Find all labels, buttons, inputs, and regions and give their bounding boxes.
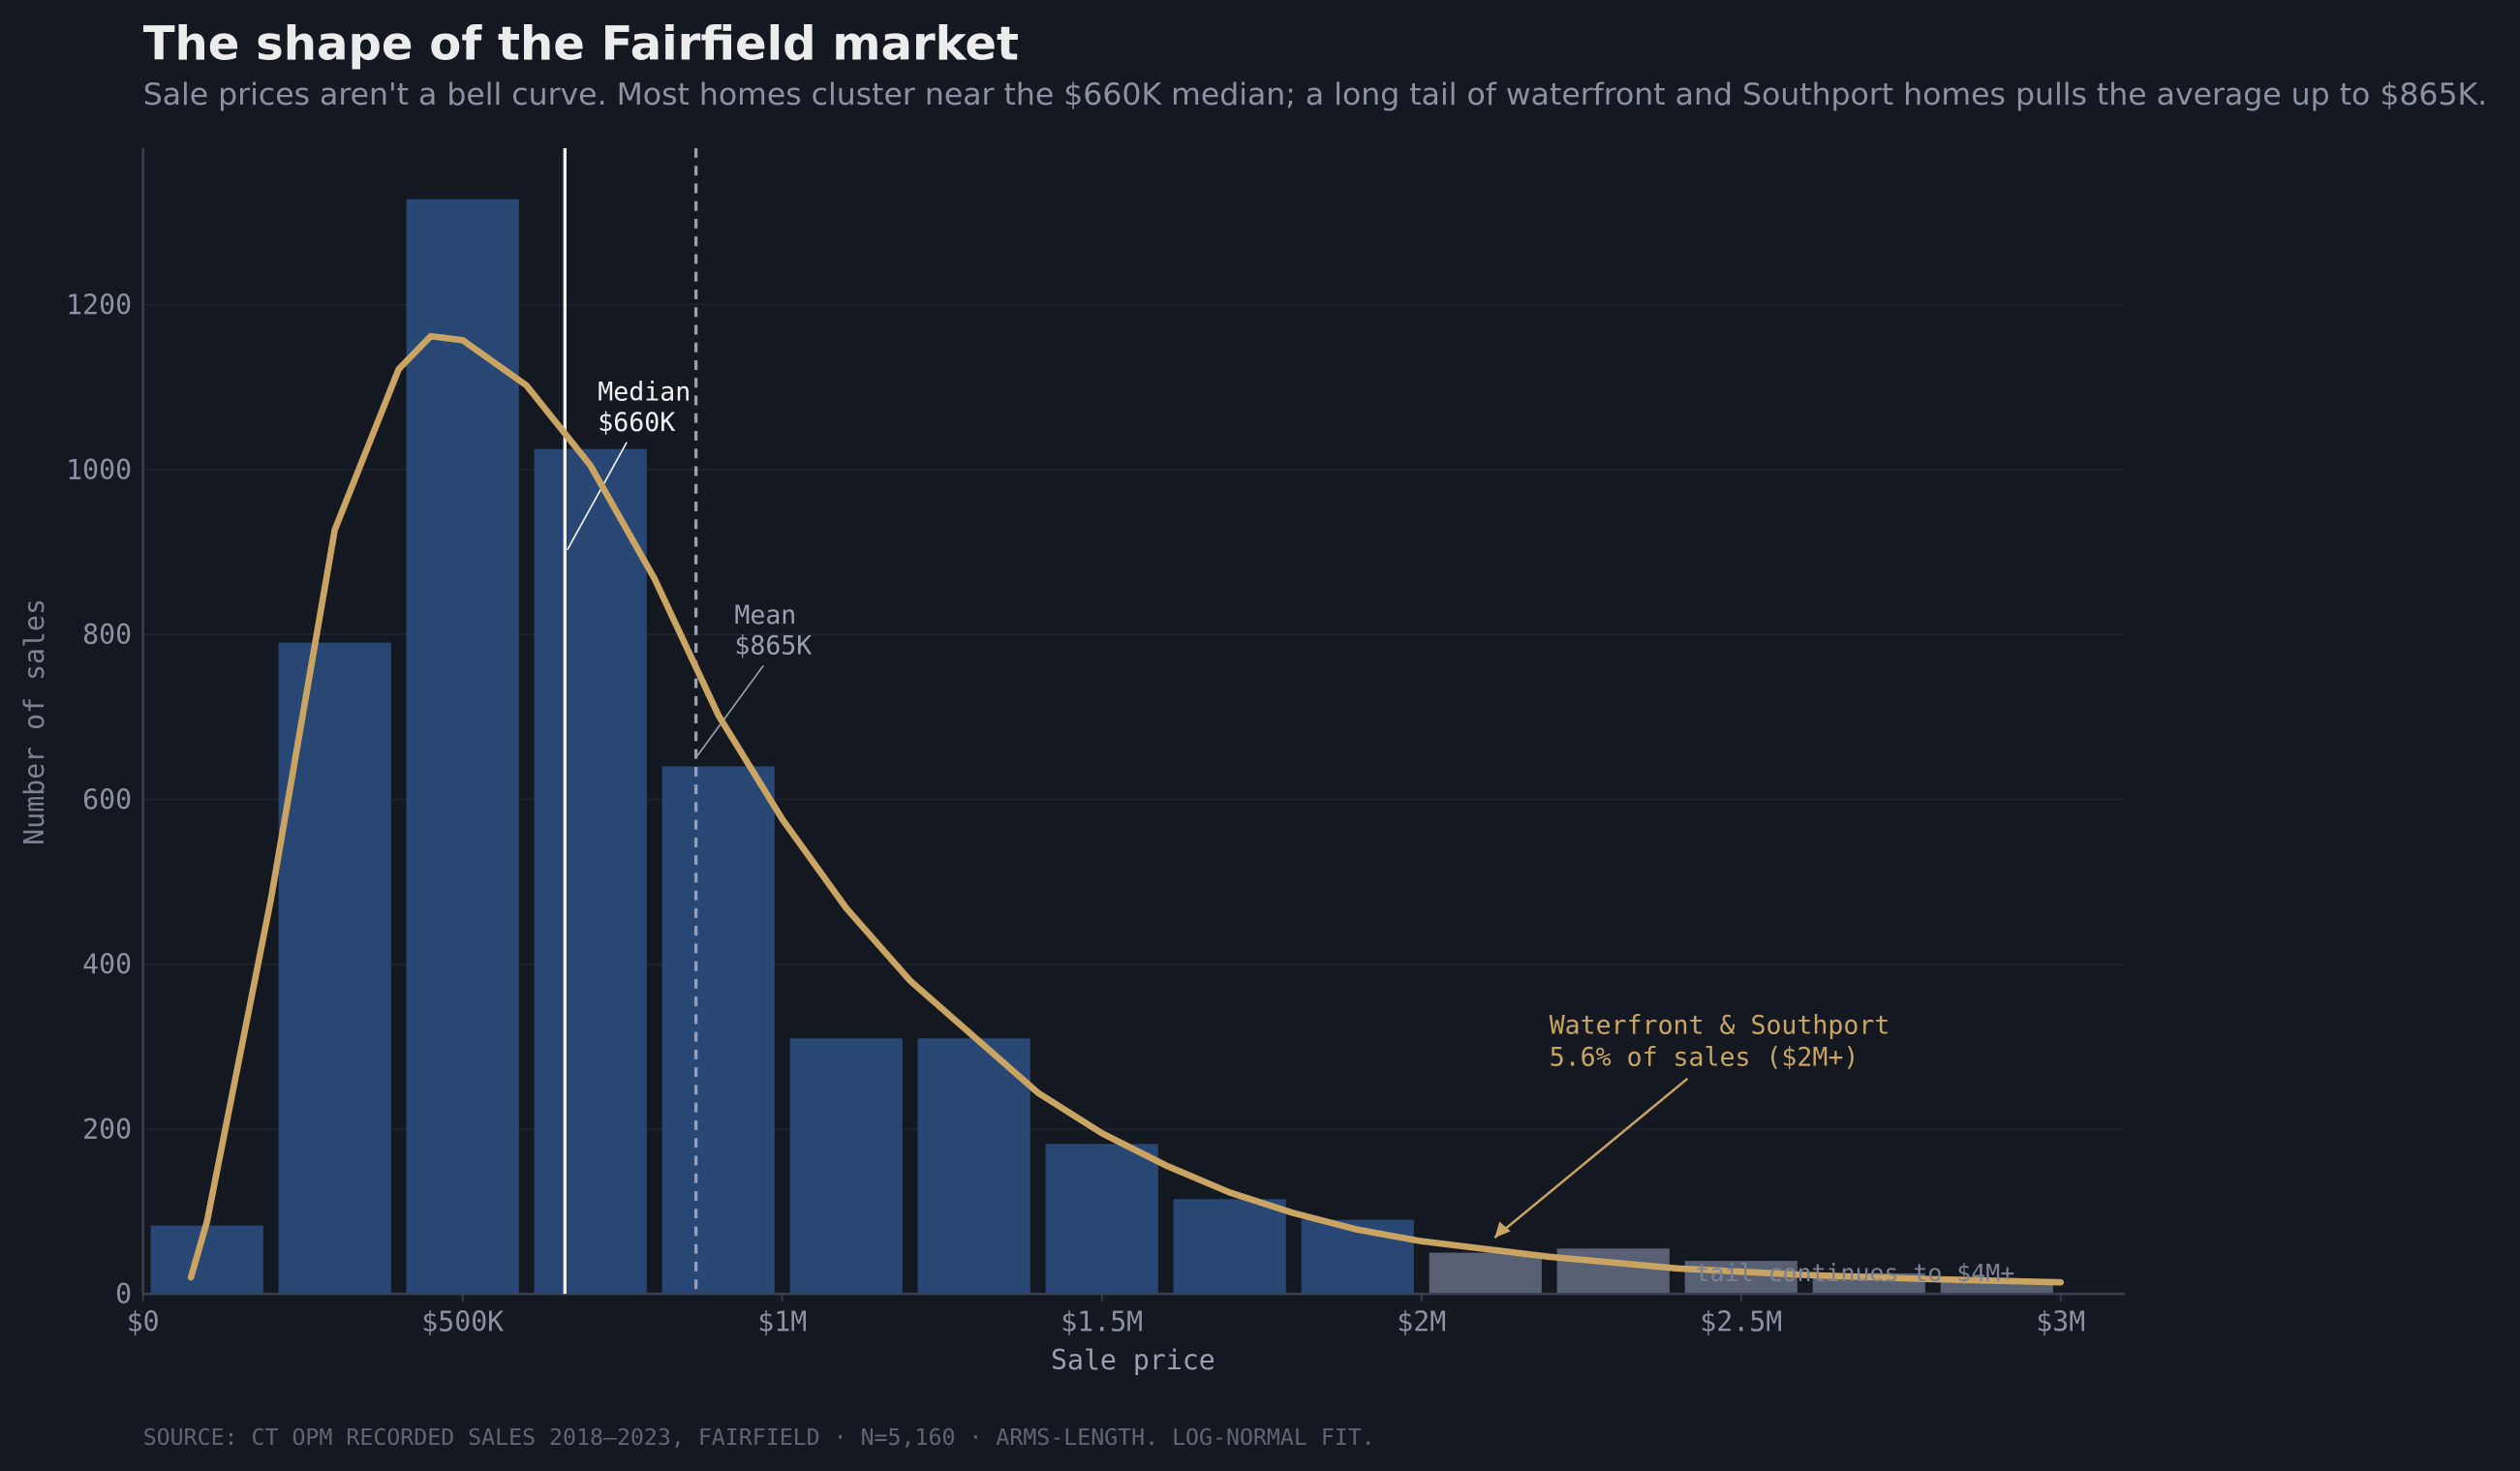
bar [150, 1225, 263, 1295]
median-leader [567, 442, 628, 551]
annotation: 5.6% of sales ($2M+) [1550, 1043, 1859, 1073]
annotation: tail continues to $4M+ [1696, 1259, 2014, 1287]
mean-leader [696, 664, 764, 756]
source-note: SOURCE: CT OPM RECORDED SALES 2018–2023,… [143, 1425, 1375, 1451]
y-tick-label: 200 [82, 1114, 132, 1146]
y-tick-label: 0 [115, 1278, 132, 1310]
bar [1045, 1144, 1158, 1295]
median-label: Median [598, 378, 691, 408]
x-axis-label: Sale price [1051, 1344, 1215, 1376]
x-tick-label: $1.5M [1060, 1305, 1143, 1337]
x-tick-label: $0 [127, 1305, 160, 1337]
y-tick-label: 1200 [66, 290, 132, 322]
y-tick-label: 400 [82, 949, 132, 981]
bar [1173, 1199, 1286, 1295]
arrow-head [1494, 1221, 1511, 1239]
bar [1556, 1248, 1670, 1295]
y-tick-label: 800 [82, 619, 132, 651]
x-tick-label: $3M [2036, 1305, 2085, 1337]
mean-label: Mean [734, 600, 796, 630]
chart-title: The shape of the Fairfield market [143, 17, 1019, 72]
bar [1429, 1252, 1542, 1295]
annotation: Waterfront & Southport [1550, 1010, 1890, 1040]
bar [534, 448, 647, 1295]
y-axis-label: Number of sales [18, 598, 50, 845]
x-tick-label: $500K [421, 1305, 504, 1337]
x-tick-label: $1M [757, 1305, 807, 1337]
annotation-arrow [1493, 1077, 1689, 1240]
x-tick-label: $2.5M [1700, 1305, 1782, 1337]
fit-curve [187, 332, 2065, 1286]
bar [406, 199, 519, 1295]
bar [789, 1038, 903, 1295]
bar [917, 1038, 1030, 1295]
bar [1684, 1261, 1798, 1295]
y-tick-label: 1000 [66, 454, 132, 486]
bar [661, 766, 775, 1295]
x-tick-label: $2M [1397, 1305, 1446, 1337]
chart-subtitle: Sale prices aren't a bell curve. Most ho… [143, 77, 2488, 112]
y-tick-label: 600 [82, 783, 132, 815]
median-label: $660K [598, 408, 675, 438]
mean-label: $865K [734, 631, 812, 661]
